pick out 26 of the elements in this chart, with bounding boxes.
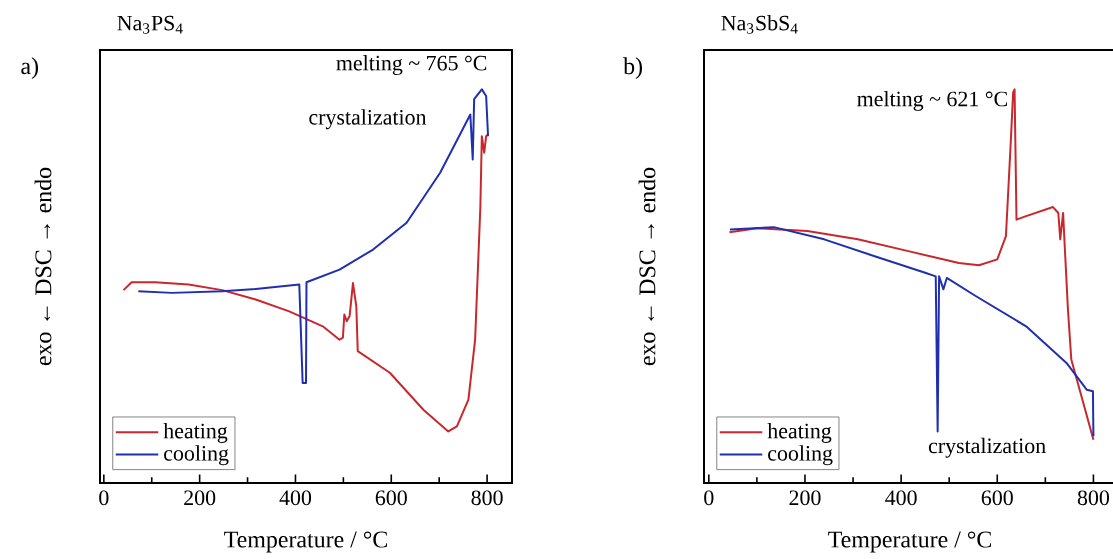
x-tick-label: 800 bbox=[471, 490, 503, 506]
y-axis-title: exo ← DSC → endo bbox=[34, 167, 52, 366]
chart-title: Na$_{3}$PS$_{4}$ bbox=[117, 15, 183, 34]
x-tick-label: 0 bbox=[704, 490, 714, 506]
legend-label: cooling bbox=[164, 445, 229, 466]
legend-label: heating bbox=[163, 422, 228, 443]
annotation: melting ~ 765 °C bbox=[336, 55, 487, 75]
text: b) bbox=[623, 57, 643, 80]
x-tick-label: 200 bbox=[789, 490, 821, 506]
legend-label: cooling bbox=[768, 445, 833, 466]
annotation: crystalization bbox=[928, 437, 1046, 458]
x-tick-label: 600 bbox=[981, 490, 1013, 506]
y-axis-title: exo ← DSC → endo bbox=[638, 167, 656, 366]
x-tick-label: 600 bbox=[375, 490, 407, 506]
chart-title: Na$_{3}$SbS$_{4}$ bbox=[721, 15, 798, 34]
x-tick-label: 0 bbox=[99, 490, 109, 506]
x-tick-label: 200 bbox=[184, 490, 216, 506]
annotation: melting ~ 621 °C bbox=[857, 90, 1007, 111]
text: a) bbox=[21, 57, 39, 80]
x-tick-label: 800 bbox=[1077, 490, 1110, 506]
legend-label: heating bbox=[767, 422, 832, 443]
x-tick-label: 400 bbox=[885, 490, 917, 506]
x-tick-label: 400 bbox=[279, 490, 312, 506]
annotation: crystalization bbox=[309, 109, 427, 130]
x-axis-title: Temperature / °C bbox=[224, 531, 387, 553]
x-axis-title: Temperature / °C bbox=[828, 531, 991, 553]
